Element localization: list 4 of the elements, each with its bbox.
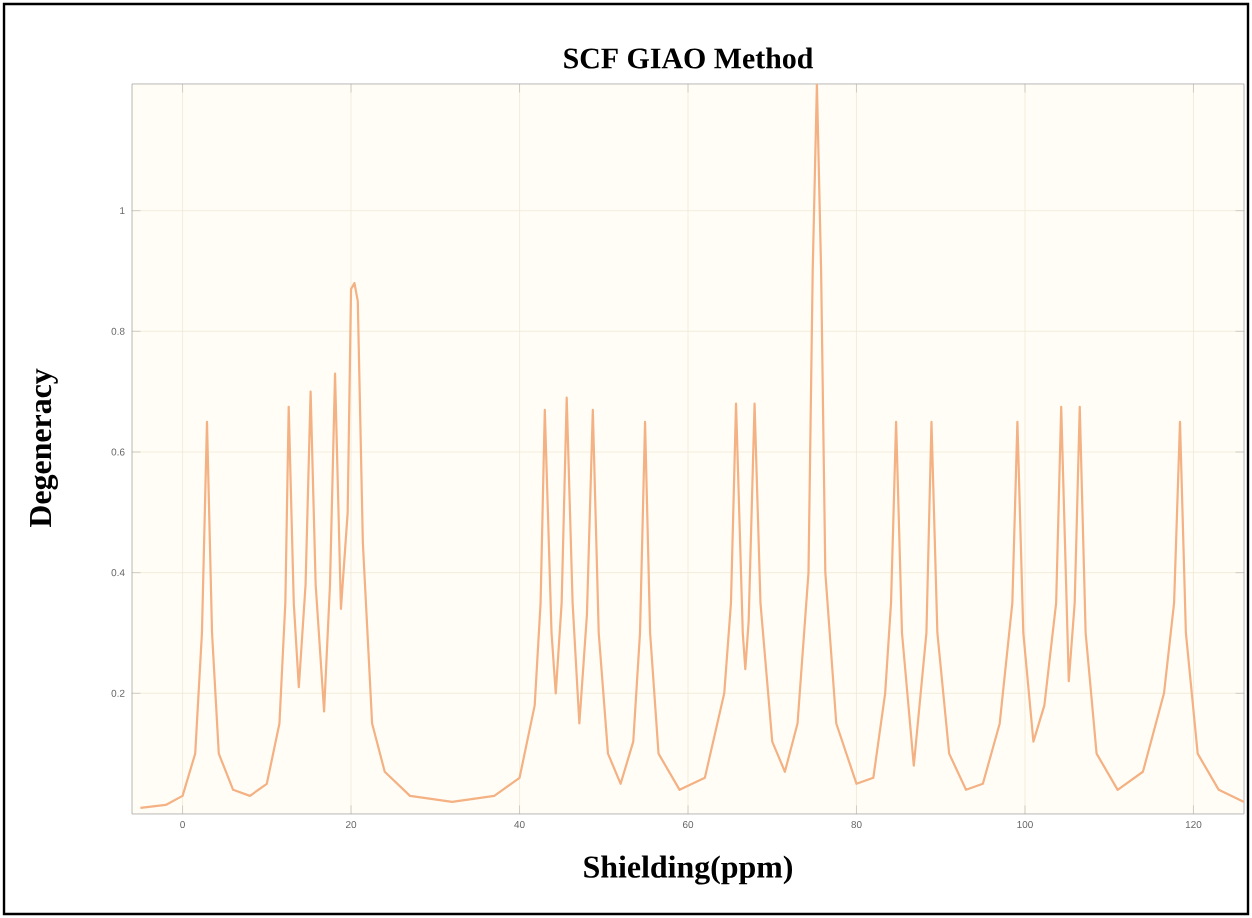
chart-title: SCF GIAO Method xyxy=(564,47,814,69)
x-axis-title: Shielding(ppm) xyxy=(584,855,793,885)
line-series xyxy=(139,83,1245,810)
y-axis-title: Degeneracy xyxy=(30,368,58,528)
